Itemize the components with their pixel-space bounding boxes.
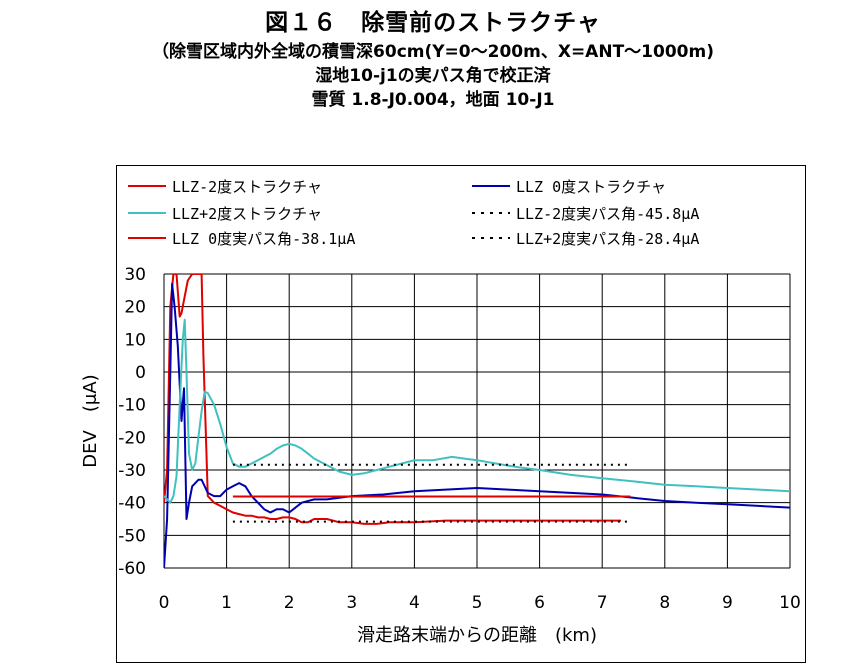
tick-labels: 0 1 2 3 4 5 6 7 8 9 10 30 20 10 0 -10 -20 -30 -40 -50 -60 xyxy=(118,265,801,613)
legend-label: LLZ+2度ストラクチャ xyxy=(172,205,322,223)
chart-titles: 図１６ 除雪前のストラクチャ （除雪区域内外全域の積雪深60cm(Y=0～200… xyxy=(0,6,866,112)
legend-label: LLZ-2度実パス角-45.8μA xyxy=(516,205,699,223)
y-tick-label: -20 xyxy=(118,428,146,448)
x-tick-label: 9 xyxy=(722,593,733,613)
y-tick-label: 10 xyxy=(124,330,146,350)
y-tick-label: -10 xyxy=(118,396,146,416)
y-tick-label: 0 xyxy=(135,363,146,383)
y-tick-label: -30 xyxy=(118,461,146,481)
series-group xyxy=(164,274,790,568)
series-line-2 xyxy=(164,282,790,568)
legend-label: LLZ+2度実パス角-28.4μA xyxy=(516,230,699,248)
series-line-1 xyxy=(164,274,621,525)
x-tick-label: 4 xyxy=(409,593,420,613)
legend-label: LLZ 0度ストラクチャ xyxy=(516,178,666,196)
y-axis-label: DEV (μA) xyxy=(80,374,101,467)
legend-label: LLZ 0度実パス角-38.1μA xyxy=(172,230,355,248)
y-tick-label: -40 xyxy=(118,494,146,514)
x-tick-label: 2 xyxy=(284,593,295,613)
y-tick-label: -50 xyxy=(118,526,146,546)
x-tick-label: 0 xyxy=(159,593,170,613)
x-tick-label: 6 xyxy=(534,593,545,613)
x-tick-label: 8 xyxy=(659,593,670,613)
gridlines xyxy=(163,273,791,569)
chart-title: 図１６ 除雪前のストラクチャ xyxy=(265,10,601,36)
chart-subtitle-3: 雪質 1.8-J0.004，地面 10-J1 xyxy=(311,90,555,110)
y-tick-label: 20 xyxy=(124,298,146,318)
legend: LLZ-2度ストラクチャ LLZ 0度ストラクチャ LLZ+2度ストラクチャ LLZ-… xyxy=(128,178,699,248)
chart-subtitle-1: （除雪区域内外全域の積雪深60cm(Y=0～200m、X=ANT～1000m) xyxy=(152,42,714,62)
y-tick-label: 30 xyxy=(124,265,146,285)
x-tick-label: 3 xyxy=(346,593,357,613)
x-tick-label: 10 xyxy=(779,593,801,613)
x-tick-label: 5 xyxy=(472,593,483,613)
x-tick-label: 7 xyxy=(597,593,608,613)
legend-label: LLZ-2度ストラクチャ xyxy=(172,178,322,196)
series-line-3 xyxy=(164,318,790,504)
y-tick-label: -60 xyxy=(118,559,146,579)
x-axis-label: 滑走路末端からの距離 (km) xyxy=(357,625,597,646)
chart-frame xyxy=(116,165,806,663)
x-tick-label: 1 xyxy=(221,593,232,613)
chart-subtitle-2: 湿地10-j1の実パス角で校正済 xyxy=(315,66,551,86)
